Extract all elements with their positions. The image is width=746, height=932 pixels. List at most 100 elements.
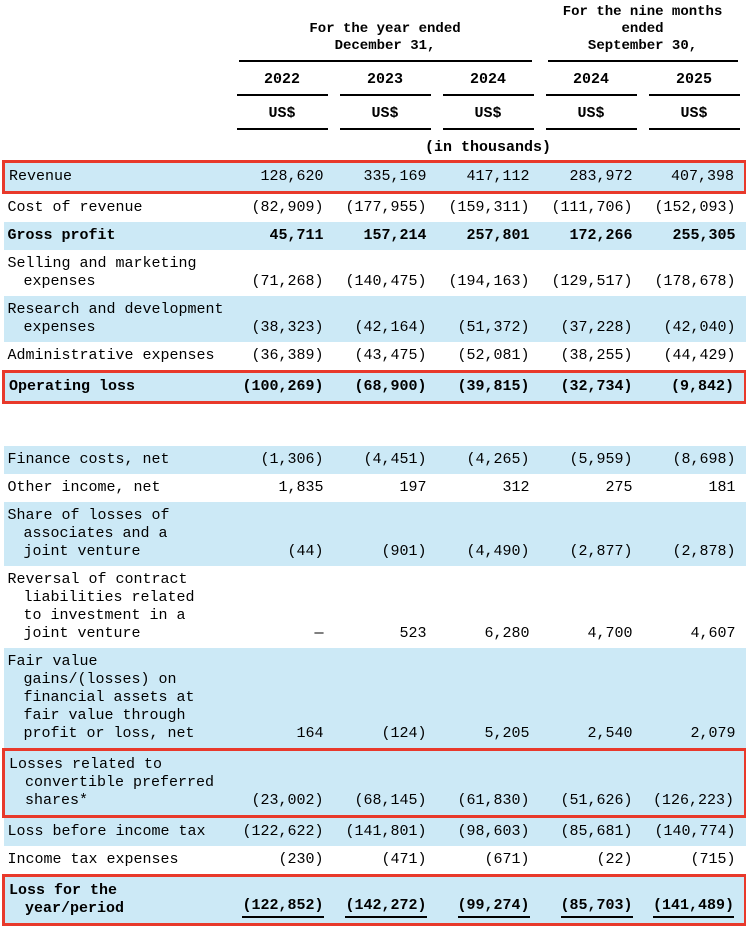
value-cell: (122,852)	[230, 874, 334, 926]
row-label-line: financial assets at	[23, 689, 195, 706]
nine-months-line3: September 30,	[587, 38, 698, 54]
value-cell: (51,372)	[437, 296, 540, 342]
value-text: (177,955)	[345, 199, 427, 216]
value-text: (159,311)	[448, 199, 530, 216]
value-text: (85,681)	[560, 823, 633, 840]
row-label: Operating loss	[2, 370, 231, 404]
value-text: (42,164)	[354, 319, 427, 336]
currency-header-row: US$ US$ US$ US$ US$	[4, 96, 746, 130]
value-cell: 257,801	[437, 222, 540, 250]
value-cell: (141,801)	[334, 817, 437, 847]
value-text: (142,272)	[345, 897, 427, 918]
row-label: Loss before income tax	[4, 817, 231, 847]
row-label: Finance costs, net	[4, 446, 231, 474]
value-cell: (1,306)	[231, 446, 334, 474]
value-cell: (2,878)	[643, 502, 746, 566]
table-row: Finance costs, net (1,306) (4,451) (4,265) (…	[3, 446, 746, 474]
row-label: Losses related to convertible preferred sh…	[2, 748, 231, 818]
value-text: 5,205	[484, 725, 530, 742]
table-row: Selling and marketing expenses (71,268) (14…	[4, 250, 746, 296]
units-label: (in thousands)	[425, 139, 552, 156]
value-cell: 4,700	[540, 566, 643, 648]
row-label-line: Selling and marketing	[7, 255, 197, 272]
value-text: (98,603)	[457, 823, 530, 840]
value-text: (230)	[278, 851, 324, 868]
row-label: Reversal of contract liabilities related t…	[4, 566, 231, 648]
value-text: (122,622)	[242, 823, 324, 840]
row-label-line: Finance costs, net	[7, 451, 170, 468]
value-cell: (2,877)	[540, 502, 643, 566]
value-cell: 4,607	[643, 566, 746, 648]
financial-table: For the year ended December 31, For the …	[2, 4, 746, 926]
row-label-line: shares*	[25, 792, 89, 809]
value-text: (129,517)	[551, 273, 633, 290]
value-cell: (23,002)	[230, 748, 334, 818]
value-text: (38,255)	[560, 347, 633, 364]
year-ended-header-cell: For the year ended December 31,	[231, 4, 540, 62]
value-text: 257,801	[466, 227, 530, 244]
row-label: Income tax expenses	[4, 846, 231, 876]
value-text: 1,835	[278, 479, 324, 496]
row-label-line: gains/(losses) on	[23, 671, 177, 688]
value-text: (140,774)	[654, 823, 736, 840]
value-cell: (43,475)	[334, 342, 437, 372]
value-cell: (44,429)	[643, 342, 746, 372]
value-cell: (85,703)	[539, 874, 643, 926]
value-cell: 45,711	[231, 222, 334, 250]
value-text: (152,093)	[654, 199, 736, 216]
value-text: 6,280	[484, 625, 530, 642]
value-text: (51,626)	[560, 792, 633, 809]
row-label: Revenue	[2, 160, 231, 194]
value-text: —	[314, 625, 324, 642]
row-label-line: Revenue	[9, 168, 73, 185]
value-text: 164	[296, 725, 324, 742]
group-header-row: For the year ended December 31, For the …	[4, 4, 746, 62]
value-cell: (85,681)	[540, 817, 643, 847]
value-text: (42,040)	[663, 319, 736, 336]
value-text: 157,214	[363, 227, 427, 244]
row-label: Other income, net	[4, 474, 231, 502]
value-cell: (177,955)	[334, 193, 437, 223]
table-body: Revenue 128,620 335,169 417,112 283,972 407,3…	[2, 160, 746, 926]
value-cell: (4,265)	[437, 446, 540, 474]
value-cell: (22)	[540, 846, 643, 876]
value-cell: (82,909)	[231, 193, 334, 223]
table-row: Income tax expenses (230) (471) (671) (22) (7…	[4, 846, 746, 876]
value-text: (140,475)	[345, 273, 427, 290]
value-text: (4,490)	[466, 543, 530, 560]
row-label: Selling and marketing expenses	[4, 250, 231, 296]
value-cell: 2,079	[643, 648, 746, 750]
value-cell: (122,622)	[231, 817, 334, 847]
table-row: Other income, net 1,835 197 312 275 181	[4, 474, 746, 502]
value-cell: 6,280	[437, 566, 540, 648]
value-text: (8,698)	[672, 451, 736, 468]
value-text: (471)	[381, 851, 427, 868]
nine-months-line2: ended	[621, 21, 664, 37]
table-row: Administrative expenses (36,389) (43,475) (…	[4, 342, 746, 372]
row-label-line: expenses	[23, 273, 96, 290]
value-text: (39,815)	[457, 378, 530, 395]
value-text: (52,081)	[457, 347, 530, 364]
value-text: (194,163)	[448, 273, 530, 290]
table-row: Gross profit 45,711 157,214 257,801 172,266 2…	[3, 222, 746, 250]
value-cell: (9,842)	[642, 370, 746, 404]
value-text: (43,475)	[354, 347, 427, 364]
col-year-2025: 2025	[648, 62, 740, 96]
row-label-line: Losses related to	[9, 756, 163, 773]
nine-months-header: For the nine months ended September 30,	[547, 4, 738, 62]
header-spacer-cell	[4, 4, 231, 62]
value-text: (178,678)	[654, 273, 736, 290]
value-cell: (124)	[334, 648, 437, 750]
value-text: (85,703)	[560, 897, 633, 918]
value-text: 312	[502, 479, 530, 496]
value-cell: (152,093)	[643, 193, 746, 223]
value-cell: (230)	[231, 846, 334, 876]
value-cell: (38,323)	[231, 296, 334, 342]
value-text: 128,620	[260, 168, 324, 185]
value-text: (44,429)	[663, 347, 736, 364]
value-cell: 275	[540, 474, 643, 502]
value-cell: (126,223)	[642, 748, 746, 818]
value-cell: 312	[437, 474, 540, 502]
value-text: (901)	[381, 543, 427, 560]
